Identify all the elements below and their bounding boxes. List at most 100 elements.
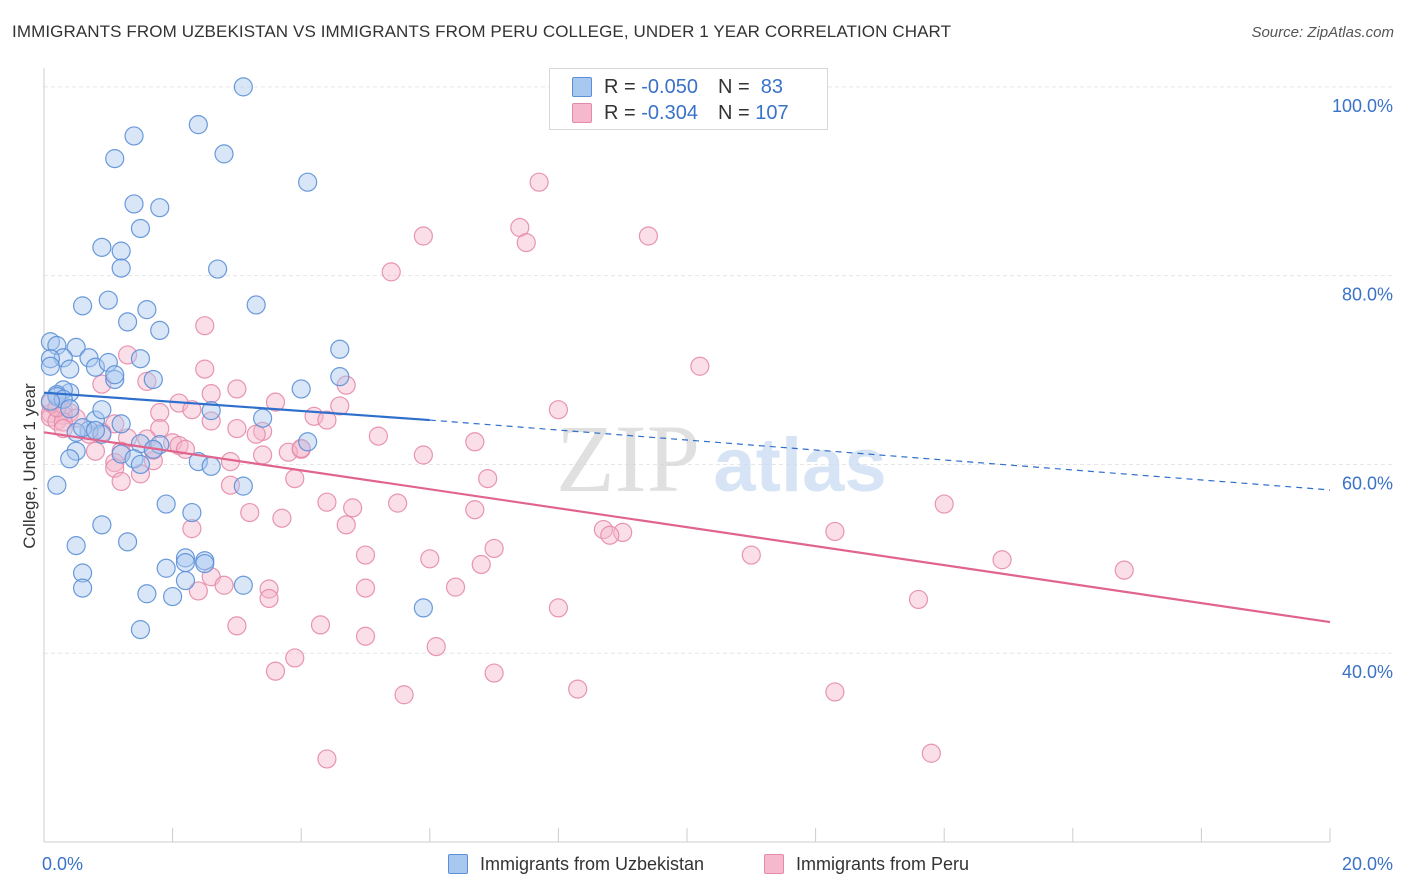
trend-line-uzbekistan-projection — [429, 419, 1331, 491]
legend-r-value: -0.304 — [641, 101, 698, 124]
data-point-uzbekistan — [330, 367, 350, 387]
data-point-uzbekistan — [298, 432, 318, 452]
legend-n-label: N = — [717, 101, 756, 124]
data-point-peru — [420, 549, 440, 569]
data-point-uzbekistan — [150, 320, 170, 341]
data-point-peru — [445, 577, 466, 597]
legend-n-label: N = — [717, 75, 756, 98]
data-point-peru — [330, 396, 350, 416]
data-point-peru — [465, 432, 485, 452]
data-point-uzbekistan — [111, 258, 131, 278]
series-uzbekistan-points — [40, 77, 433, 640]
data-point-peru — [150, 418, 170, 439]
chart-title: IMMIGRANTS FROM UZBEKISTAN VS IMMIGRANTS… — [12, 22, 952, 41]
data-point-uzbekistan — [137, 300, 157, 320]
legend-item-peru[interactable]: Immigrants from Peru — [764, 851, 969, 877]
trend-lines — [43, 391, 1331, 624]
data-point-uzbekistan — [72, 563, 93, 583]
data-point-peru — [53, 418, 73, 439]
data-point-peru — [317, 410, 337, 430]
x-tick-labels: 0.0% 20.0% — [42, 854, 1393, 874]
data-point-peru — [394, 685, 414, 705]
data-point-uzbekistan — [175, 570, 196, 591]
data-point-peru — [413, 445, 433, 465]
data-point-peru — [600, 525, 620, 545]
data-point-peru — [201, 411, 221, 431]
data-point-peru — [921, 743, 941, 763]
y-axis-label: College, Under 1 year — [20, 383, 39, 549]
legend-label-peru: Immigrants from Peru — [796, 853, 970, 874]
data-point-peru — [272, 508, 292, 528]
data-point-uzbekistan — [175, 548, 196, 568]
data-point-peru — [150, 402, 170, 423]
data-point-peru — [285, 648, 305, 668]
data-point-peru — [214, 575, 234, 595]
legend-n-value: 83 — [755, 75, 784, 98]
data-point-peru — [381, 262, 401, 282]
data-point-peru — [285, 468, 305, 489]
legend-row-uzbekistan: R = -0.050 N = 83 — [572, 74, 783, 100]
data-point-uzbekistan — [117, 312, 138, 332]
data-point-peru — [310, 615, 331, 635]
legend-item-uzbekistan[interactable]: Immigrants from Uzbekistan — [448, 851, 704, 877]
data-point-peru — [1114, 560, 1134, 580]
data-point-uzbekistan — [40, 349, 61, 369]
data-point-uzbekistan — [60, 399, 80, 419]
data-point-peru — [690, 356, 710, 376]
data-point-uzbekistan — [47, 475, 67, 495]
data-point-peru — [355, 545, 376, 565]
data-point-uzbekistan — [137, 584, 157, 604]
gridlines — [44, 86, 1392, 654]
data-point-peru — [548, 598, 569, 618]
y-tick-label: 40.0% — [1342, 662, 1393, 682]
data-point-peru — [516, 233, 536, 253]
data-point-uzbekistan — [130, 620, 151, 640]
y-tick-labels: 40.0% 60.0% 80.0% 100.0% — [1332, 96, 1393, 682]
data-point-peru — [92, 374, 112, 394]
data-point-uzbekistan — [79, 348, 99, 368]
data-point-peru — [253, 445, 273, 465]
data-point-peru — [355, 626, 376, 646]
data-point-uzbekistan — [85, 420, 106, 441]
y-tick-label: 80.0% — [1342, 285, 1393, 305]
data-point-uzbekistan — [182, 502, 202, 523]
data-point-uzbekistan — [253, 408, 273, 428]
legend-r-label: R = — [604, 75, 642, 98]
data-point-uzbekistan — [111, 414, 131, 434]
data-point-peru — [741, 545, 761, 565]
x-tick-label: 0.0% — [42, 854, 83, 874]
data-point-uzbekistan — [124, 126, 144, 146]
legend-row-peru: R = -0.304 N = 107 — [572, 100, 789, 126]
data-point-uzbekistan — [105, 365, 125, 385]
data-point-uzbekistan — [98, 352, 118, 373]
data-point-uzbekistan — [130, 349, 151, 369]
data-point-uzbekistan — [105, 369, 125, 390]
data-point-uzbekistan — [92, 515, 112, 535]
data-point-peru — [825, 521, 845, 542]
data-point-uzbekistan — [246, 295, 266, 315]
data-point-uzbekistan — [72, 296, 93, 316]
data-point-peru — [355, 578, 376, 598]
data-point-uzbekistan — [188, 115, 208, 135]
legend-swatch-pink — [572, 103, 592, 123]
data-point-peru — [47, 411, 67, 431]
legend-swatch-blue — [572, 77, 592, 97]
data-point-uzbekistan — [175, 553, 196, 573]
data-point-uzbekistan — [208, 259, 228, 279]
data-point-peru — [66, 408, 86, 428]
data-point-uzbekistan — [66, 536, 86, 556]
data-point-peru — [85, 441, 106, 461]
data-point-peru — [265, 392, 286, 412]
watermark-atlas: atlas — [713, 423, 886, 508]
data-point-uzbekistan — [330, 339, 350, 359]
data-point-uzbekistan — [60, 449, 80, 469]
watermark-zip: ZIP — [556, 405, 700, 512]
data-point-uzbekistan — [105, 149, 125, 169]
data-point-peru — [111, 471, 131, 492]
data-point-uzbekistan — [66, 441, 86, 461]
x-tick-label: 20.0% — [1342, 854, 1393, 874]
data-point-uzbekistan — [201, 401, 221, 421]
source-label: Source: ZipAtlas.com — [1251, 24, 1394, 41]
data-point-uzbekistan — [143, 369, 163, 390]
